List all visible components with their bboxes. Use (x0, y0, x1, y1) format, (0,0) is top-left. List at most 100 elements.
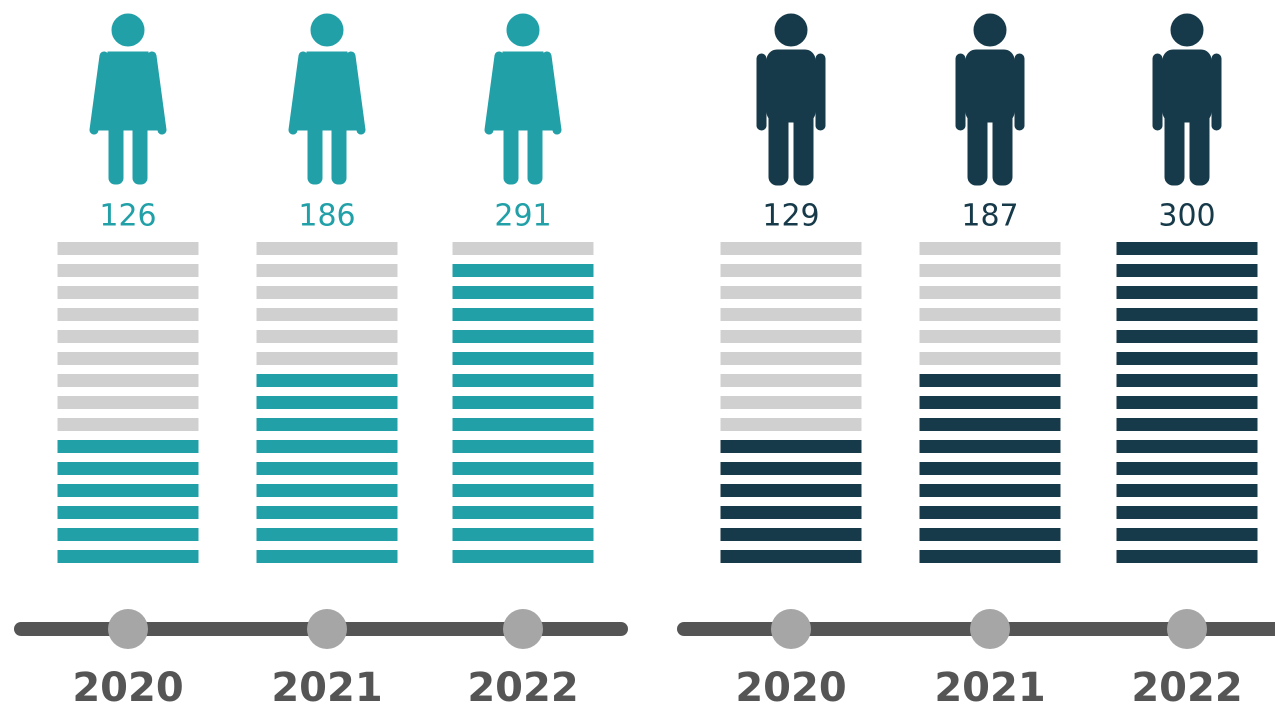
bar-segment-empty (919, 264, 1061, 277)
bar-segment (452, 440, 594, 453)
icon-woman (487, 14, 559, 184)
bar-segment (1116, 242, 1258, 255)
bar-segment (720, 440, 862, 453)
bar-segment-empty (256, 352, 398, 365)
bar-segment (1116, 396, 1258, 409)
bar-segment-empty (57, 286, 199, 299)
bar-segment-empty (720, 242, 862, 255)
bar-segment (452, 264, 594, 277)
bar-segment-empty (919, 330, 1061, 343)
bar-segment (919, 528, 1061, 541)
bar-segment (452, 374, 594, 387)
bar-segment (1116, 418, 1258, 431)
bar-segment-empty (452, 242, 594, 255)
bar-segment-empty (720, 264, 862, 277)
bar-segment-empty (919, 352, 1061, 365)
bar-segment (720, 462, 862, 475)
bar-segment (57, 506, 199, 519)
bar-segment (720, 506, 862, 519)
bar-segment-empty (256, 286, 398, 299)
bar-segment (919, 506, 1061, 519)
timeline-dot (108, 609, 148, 649)
bar-segment-empty (919, 242, 1061, 255)
icon-man (955, 13, 1025, 186)
year-label: 2022 (1131, 665, 1242, 707)
bar-segment (1116, 440, 1258, 453)
bar-segment-empty (256, 330, 398, 343)
bar-segment-empty (57, 396, 199, 409)
bar-segment (452, 286, 594, 299)
value-label: 187 (961, 199, 1018, 234)
bar-segment-empty (720, 374, 862, 387)
bar-segment (452, 462, 594, 475)
year-label: 2020 (735, 665, 846, 707)
value-label: 300 (1158, 199, 1215, 234)
value-label: 129 (762, 199, 819, 234)
bar-segment (452, 484, 594, 497)
bar-segment (919, 440, 1061, 453)
bar-segment (1116, 330, 1258, 343)
bar-segment-empty (57, 308, 199, 321)
bar-segment (919, 550, 1061, 563)
timeline-dot (307, 609, 347, 649)
bar-segment (256, 396, 398, 409)
value-label: 291 (494, 199, 551, 234)
bar-segment (1116, 550, 1258, 563)
year-label: 2022 (467, 665, 578, 707)
bar-segment (452, 396, 594, 409)
bar-segment (1116, 462, 1258, 475)
bar-segment (57, 440, 199, 453)
bar-segment (720, 550, 862, 563)
bar-segment (452, 550, 594, 563)
bar-segment (919, 418, 1061, 431)
bar-segment (256, 440, 398, 453)
bar-segment (452, 352, 594, 365)
bar-segment-empty (256, 264, 398, 277)
bar-segment (919, 462, 1061, 475)
bar-segment (919, 374, 1061, 387)
year-label: 2021 (271, 665, 382, 707)
bar-segment (256, 462, 398, 475)
bar-segment-empty (720, 308, 862, 321)
bar-segment (1116, 286, 1258, 299)
bar-segment (1116, 484, 1258, 497)
bar-segment-empty (919, 286, 1061, 299)
bar-segment (1116, 506, 1258, 519)
bar-segment-empty (57, 264, 199, 277)
bar-segment-empty (256, 242, 398, 255)
bar-segment (57, 550, 199, 563)
bar-segment (452, 528, 594, 541)
bar-segment (452, 330, 594, 343)
bar-segment-empty (720, 286, 862, 299)
bar-segment (1116, 264, 1258, 277)
bar-segment-empty (57, 418, 199, 431)
bar-segment-empty (57, 352, 199, 365)
bar-segment (57, 462, 199, 475)
icon-woman (92, 14, 164, 184)
timeline-dot (970, 609, 1010, 649)
bar-segment-empty (256, 308, 398, 321)
bar-segment-empty (720, 352, 862, 365)
bar-segment (256, 418, 398, 431)
year-label: 2020 (72, 665, 183, 707)
bar-segment-empty (57, 330, 199, 343)
bar-segment (720, 528, 862, 541)
bar-segment (1116, 308, 1258, 321)
bar-segment (452, 506, 594, 519)
bar-segment (1116, 374, 1258, 387)
timeline-dot (1167, 609, 1207, 649)
value-label: 126 (99, 199, 156, 234)
bar-segment (57, 528, 199, 541)
bar-segment (256, 506, 398, 519)
bar-segment (57, 484, 199, 497)
bar-segment (256, 528, 398, 541)
bar-segment (919, 396, 1061, 409)
bar-segment-empty (720, 418, 862, 431)
bar-segment (720, 484, 862, 497)
timeline-dot (771, 609, 811, 649)
icon-woman (291, 14, 363, 184)
timeline-dot (503, 609, 543, 649)
bar-segment (1116, 352, 1258, 365)
